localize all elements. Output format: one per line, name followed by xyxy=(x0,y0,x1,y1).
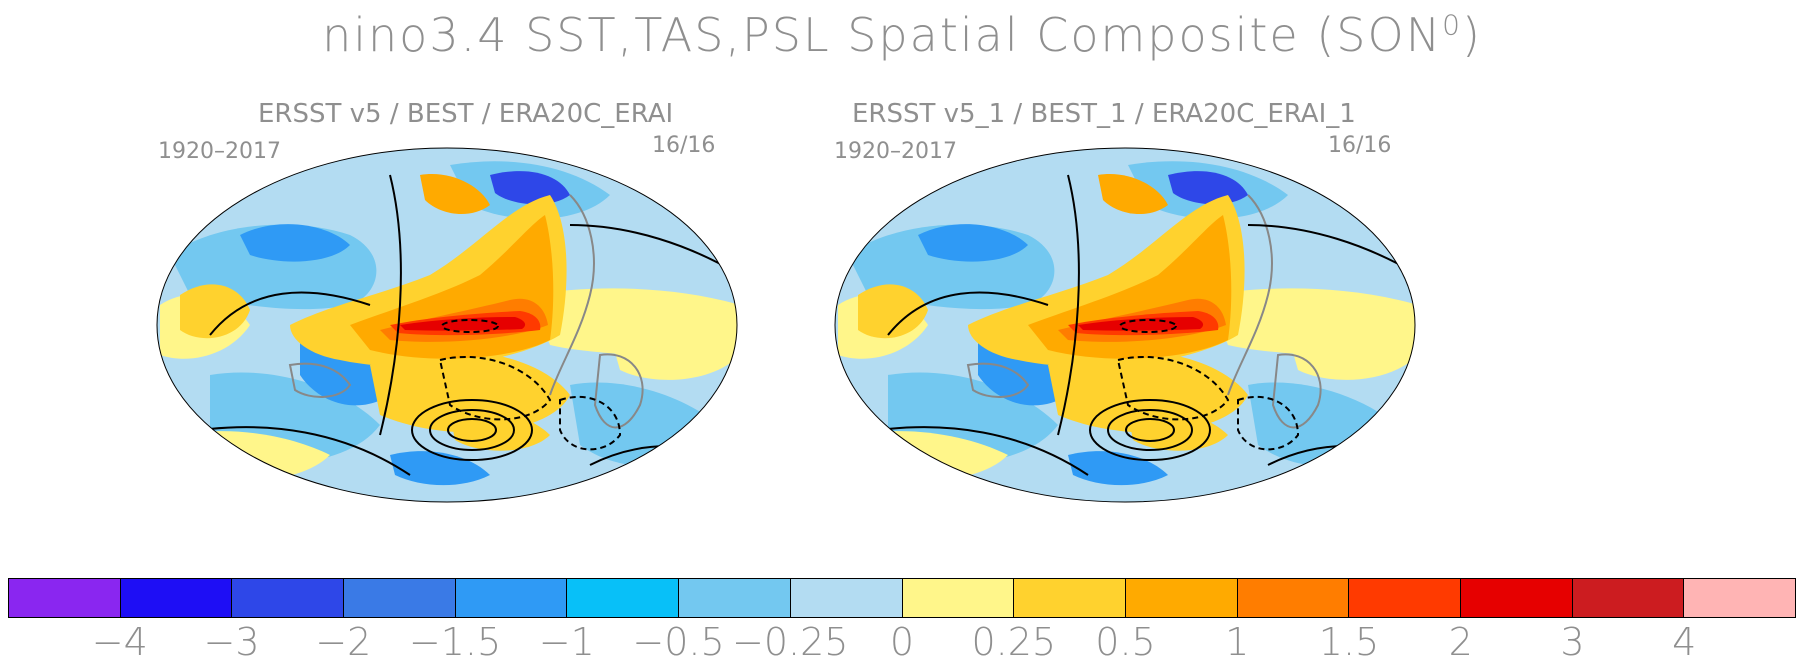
colorbar-segment xyxy=(8,578,120,618)
colorbar-tick-label: 0.5 xyxy=(1095,620,1156,664)
colorbar-segment xyxy=(901,578,1014,618)
colorbar-tick-label: −2 xyxy=(315,620,372,664)
colorbar-tick-label: 0 xyxy=(889,620,915,664)
colorbar-tick-label: 0.25 xyxy=(971,620,1057,664)
colorbar-tick-label: −1.5 xyxy=(408,620,502,664)
colorbar-segment xyxy=(1236,578,1349,618)
panel-subtitle: ERSST v5 / BEST / ERA20C_ERAI xyxy=(258,99,674,129)
colorbar-segment xyxy=(454,578,567,618)
panel-count: 16/16 xyxy=(652,133,716,158)
panel-years: 1920–2017 xyxy=(158,139,281,164)
colorbar-segment xyxy=(1348,578,1460,618)
colorbar-tick-label: 1.5 xyxy=(1318,620,1380,664)
colorbar-tick-label: 1 xyxy=(1225,620,1250,664)
colorbar-segment xyxy=(119,578,232,618)
colorbar-tick-label: −0.25 xyxy=(732,620,849,664)
colorbar-segment xyxy=(1683,578,1796,618)
colorbar xyxy=(8,578,1796,618)
colorbar-ticks: −4 −3 −2 −1.5 −1 −0.5 −0.25 0 0.25 0.5 1 1.5 2 3 4 xyxy=(8,618,1796,668)
colorbar-segment xyxy=(1124,578,1237,618)
colorbar-tick-label: −4 xyxy=(91,620,148,664)
colorbar-tick-label: −0.5 xyxy=(632,620,725,664)
panel-count: 16/16 xyxy=(1328,133,1392,158)
sst-composite-map xyxy=(834,147,1416,503)
colorbar-segment xyxy=(1013,578,1125,618)
colorbar-tick-label: −3 xyxy=(203,620,260,664)
colorbar-tick-label: −1 xyxy=(538,620,595,664)
colorbar-tick-label: 2 xyxy=(1448,620,1473,664)
map-panel-right: ERSST v5_1 / BEST_1 / ERA20C_ERAI_1 1920… xyxy=(828,95,1588,555)
map-panel-left: ERSST v5 / BEST / ERA20C_ERAI 1920–2017 … xyxy=(150,95,910,555)
panel-years: 1920–2017 xyxy=(834,139,957,164)
colorbar-tick-label: 4 xyxy=(1672,620,1697,664)
colorbar-segment xyxy=(789,578,902,618)
colorbar-tick-label: 3 xyxy=(1560,620,1585,664)
colorbar-segment xyxy=(1459,578,1572,618)
panel-subtitle: ERSST v5_1 / BEST_1 / ERA20C_ERAI_1 xyxy=(852,99,1356,129)
figure-title: nino3.4 SST,TAS,PSL Spatial Composite (S… xyxy=(322,8,1482,62)
colorbar-segment xyxy=(1571,578,1684,618)
sst-composite-map xyxy=(156,147,738,503)
colorbar-segment xyxy=(231,578,344,618)
colorbar-segment xyxy=(566,578,679,618)
colorbar-segment xyxy=(343,578,455,618)
colorbar-segment xyxy=(678,578,790,618)
